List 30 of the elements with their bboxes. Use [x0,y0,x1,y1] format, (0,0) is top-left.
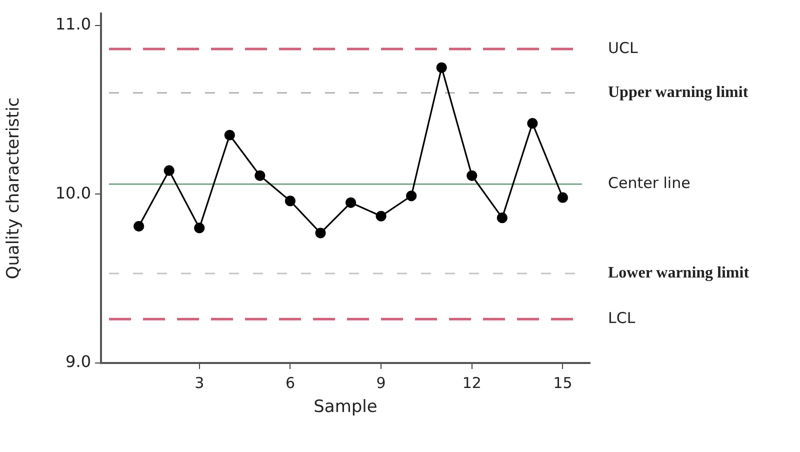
ref-line-label: Center line [608,174,690,192]
point [557,192,568,203]
y-tick-label: 10.0 [55,183,91,202]
y-axis-title: Quality characteristic [4,97,24,280]
point [194,222,205,234]
ref-line-label: Upper warning limit [608,84,749,102]
point [527,118,538,129]
point [466,170,478,181]
y-tick-label: 11.0 [55,14,91,34]
y-tick-label: 9.0 [66,352,91,372]
point [406,190,417,202]
ref-line-label: UCL [608,38,638,57]
point [496,212,508,224]
point [284,196,296,206]
point [436,62,447,73]
x-tick-label: 15 [553,374,572,392]
x-tick-label: 6 [285,374,296,392]
ref-line-label: Lower warning limit [608,264,750,282]
point [134,220,144,232]
x-axis-title: Sample [314,397,378,418]
point [315,228,326,238]
point [164,165,174,176]
point [346,197,356,208]
point [224,130,235,140]
x-tick-label: 3 [194,374,204,392]
x-tick-label: 12 [462,374,482,392]
x-tick-label: 9 [376,374,386,392]
point [254,170,266,181]
point [376,210,386,222]
ref-line-label: LCL [608,309,636,328]
